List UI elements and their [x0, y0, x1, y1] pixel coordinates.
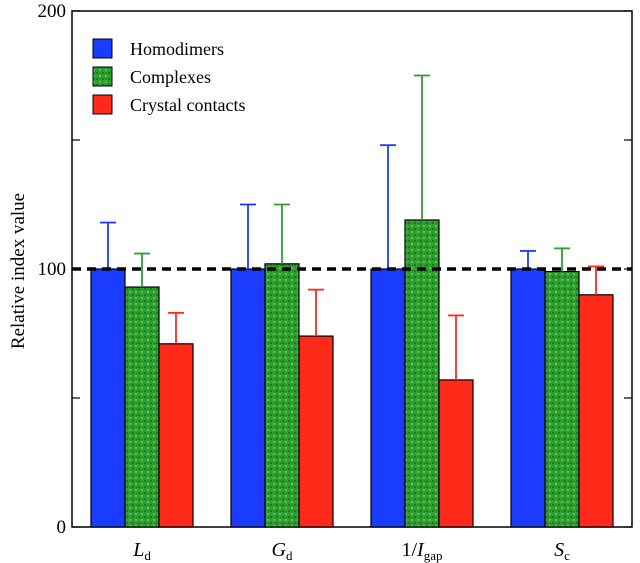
bar-complexes: [404, 219, 440, 528]
y-tick-label: 0: [57, 517, 67, 538]
legend-swatch-homodimers: [92, 38, 113, 59]
y-axis-label: Relative index value: [8, 193, 29, 349]
bar-homodimers: [90, 268, 126, 528]
legend-swatch-complexes: [92, 66, 113, 87]
legend-label-crystal-contacts: Crystal contacts: [130, 95, 245, 115]
legend: Homodimers Complexes Crystal contacts: [92, 38, 245, 115]
x-tick-label: Sc: [554, 539, 570, 563]
bar-homodimers: [510, 268, 546, 528]
x-tick-label: 1/Igap: [401, 539, 442, 563]
y-tick-label: 100: [38, 259, 67, 280]
x-tick-label: Ld: [132, 539, 151, 563]
legend-swatch-crystal-contacts: [92, 94, 113, 115]
plot-area: 0 100 200 Ld Gd 1/Igap Sc: [38, 1, 633, 563]
legend-label-complexes: Complexes: [130, 67, 211, 87]
bar-complexes: [544, 270, 580, 528]
bar-crystal-contacts: [158, 343, 194, 528]
bar-crystal-contacts: [298, 335, 334, 528]
bar-crystal-contacts: [438, 379, 474, 528]
legend-label-homodimers: Homodimers: [130, 39, 224, 59]
bar-complexes: [264, 263, 300, 528]
y-tick-label: 200: [38, 1, 67, 22]
bar-crystal-contacts: [578, 294, 614, 528]
bar-complexes: [124, 286, 160, 528]
x-tick-label: Gd: [272, 539, 293, 563]
bar-homodimers: [230, 268, 266, 528]
bar-homodimers: [370, 268, 406, 528]
